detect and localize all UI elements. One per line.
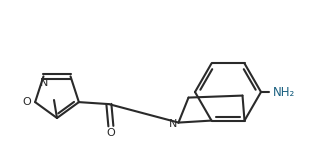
- Text: O: O: [23, 97, 32, 107]
- Text: O: O: [106, 128, 115, 138]
- Text: N: N: [169, 119, 178, 129]
- Text: NH₂: NH₂: [273, 85, 295, 99]
- Text: N: N: [40, 78, 49, 88]
